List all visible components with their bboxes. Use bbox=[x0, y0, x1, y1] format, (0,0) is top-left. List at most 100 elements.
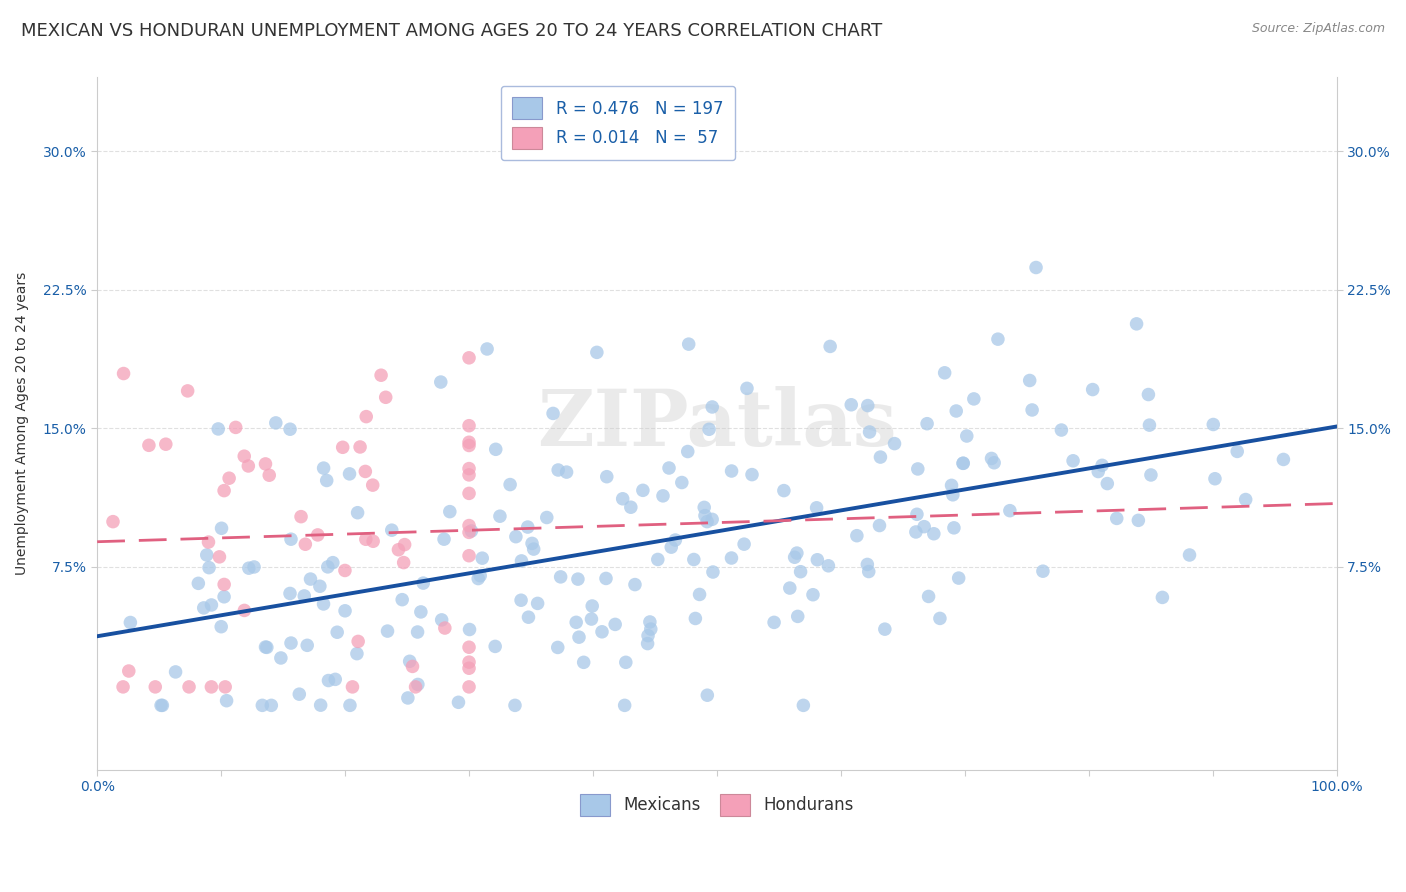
Point bbox=[693, 508, 716, 523]
Point bbox=[664, 533, 686, 547]
Point bbox=[101, 515, 124, 529]
Point bbox=[638, 615, 661, 629]
Point bbox=[318, 673, 340, 688]
Point bbox=[640, 622, 662, 636]
Point bbox=[458, 351, 481, 365]
Point bbox=[773, 483, 796, 498]
Point bbox=[806, 553, 828, 567]
Point bbox=[572, 656, 595, 670]
Point bbox=[339, 467, 361, 481]
Point bbox=[198, 560, 221, 574]
Point bbox=[315, 474, 337, 488]
Point bbox=[208, 549, 231, 564]
Text: ZIPatlas: ZIPatlas bbox=[537, 385, 897, 462]
Point bbox=[1139, 418, 1161, 433]
Point bbox=[349, 440, 371, 454]
Point bbox=[735, 381, 758, 395]
Point bbox=[595, 571, 617, 585]
Point bbox=[856, 558, 879, 572]
Point bbox=[212, 483, 235, 498]
Point bbox=[956, 429, 979, 443]
Point bbox=[612, 491, 634, 506]
Point bbox=[942, 488, 965, 502]
Point bbox=[470, 568, 492, 582]
Point bbox=[565, 615, 588, 630]
Point bbox=[238, 561, 260, 575]
Point bbox=[696, 515, 718, 529]
Point bbox=[212, 577, 235, 591]
Point bbox=[342, 680, 364, 694]
Point bbox=[405, 680, 427, 694]
Point bbox=[312, 461, 335, 475]
Point bbox=[1087, 465, 1109, 479]
Point bbox=[983, 456, 1005, 470]
Point bbox=[915, 417, 938, 431]
Point bbox=[987, 332, 1010, 346]
Point bbox=[845, 529, 868, 543]
Point bbox=[387, 542, 409, 557]
Point bbox=[458, 640, 481, 655]
Point bbox=[526, 596, 548, 610]
Point bbox=[568, 630, 591, 644]
Point bbox=[214, 680, 236, 694]
Point bbox=[297, 638, 319, 652]
Point bbox=[339, 698, 361, 713]
Point bbox=[406, 677, 429, 691]
Point bbox=[211, 521, 233, 535]
Point bbox=[786, 609, 808, 624]
Point bbox=[377, 624, 399, 638]
Point bbox=[682, 552, 704, 566]
Point bbox=[458, 518, 481, 533]
Point bbox=[1226, 444, 1249, 458]
Point bbox=[155, 437, 177, 451]
Point bbox=[260, 698, 283, 713]
Point bbox=[685, 611, 707, 625]
Point bbox=[581, 599, 603, 613]
Point bbox=[270, 651, 292, 665]
Point bbox=[904, 524, 927, 539]
Point bbox=[952, 456, 974, 470]
Point bbox=[555, 465, 578, 479]
Point bbox=[406, 625, 429, 640]
Point bbox=[869, 450, 891, 464]
Point bbox=[346, 506, 368, 520]
Point bbox=[252, 698, 274, 713]
Point bbox=[839, 398, 862, 412]
Point bbox=[741, 467, 763, 482]
Point bbox=[945, 404, 967, 418]
Point bbox=[818, 339, 841, 353]
Point bbox=[912, 519, 935, 533]
Point bbox=[264, 416, 287, 430]
Legend: Mexicans, Hondurans: Mexicans, Hondurans bbox=[571, 786, 862, 824]
Point bbox=[396, 690, 419, 705]
Point bbox=[447, 695, 470, 709]
Point bbox=[1137, 387, 1160, 401]
Point bbox=[980, 451, 1002, 466]
Point bbox=[112, 680, 135, 694]
Point bbox=[354, 409, 377, 424]
Point bbox=[1091, 458, 1114, 473]
Point bbox=[596, 469, 619, 483]
Point bbox=[624, 577, 647, 591]
Point bbox=[697, 422, 720, 436]
Point bbox=[278, 422, 301, 436]
Point bbox=[702, 565, 724, 579]
Point bbox=[523, 542, 546, 557]
Point bbox=[941, 478, 963, 492]
Point bbox=[789, 565, 811, 579]
Point bbox=[254, 457, 277, 471]
Point bbox=[505, 530, 527, 544]
Point bbox=[238, 458, 260, 473]
Point bbox=[354, 465, 377, 479]
Point bbox=[294, 537, 316, 551]
Point bbox=[354, 533, 377, 547]
Point bbox=[333, 604, 356, 618]
Point bbox=[401, 659, 423, 673]
Point bbox=[922, 526, 945, 541]
Point bbox=[323, 673, 346, 687]
Point bbox=[429, 375, 451, 389]
Point bbox=[278, 586, 301, 600]
Point bbox=[458, 661, 481, 675]
Point bbox=[458, 467, 481, 482]
Point bbox=[215, 694, 238, 708]
